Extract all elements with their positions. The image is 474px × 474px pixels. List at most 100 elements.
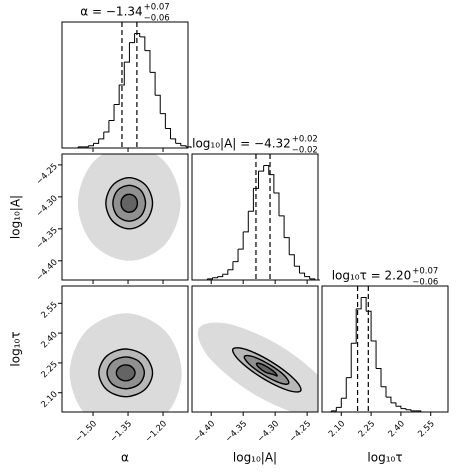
histogram-step [351,308,357,344]
y-tick-label: 2.10 [39,390,59,410]
histogram-step [253,171,260,189]
histogram-step [144,50,151,73]
histogram-step [294,265,300,274]
histogram-step [149,71,156,96]
histogram-step [103,120,110,133]
panel-content [69,313,182,412]
y-tick-label: 2.40 [39,330,59,350]
histogram-step [263,164,270,175]
contour [115,364,136,382]
histogram-step [93,138,100,144]
histogram-step [108,104,115,122]
x-tick-label: 2.25 [357,419,377,439]
panel-content [197,322,318,412]
histogram-step [299,272,306,277]
histogram-step [217,274,224,278]
panel-title-sub: −0.06 [144,14,170,24]
x-axis-label: log₁₀|A| [233,451,277,465]
histogram-step [119,62,125,86]
histogram-step [160,113,166,129]
x-tick-label: 2.10 [327,419,347,439]
x-tick-label: −1.35 [109,419,135,445]
histogram-step [289,254,295,267]
panel-title: log₁₀τ = 2.20 [332,269,412,283]
panel-title-sub: −0.06 [412,278,438,288]
contour [120,193,139,213]
x-tick-label: −4.30 [256,419,282,445]
contour [255,362,278,377]
histogram-step [405,409,412,411]
histogram-step [165,128,171,139]
histogram-step [155,94,161,114]
histogram-step [98,131,105,140]
histogram-step [83,145,89,148]
x-tick-label: −4.35 [224,419,250,445]
histogram-step [304,276,311,279]
y-tick-label: −4.30 [34,194,60,220]
histogram-step [400,408,407,410]
y-tick-label: −4.35 [34,226,60,252]
histogram-step [371,340,377,369]
x-tick-label: −4.40 [192,419,218,445]
histogram-step [88,143,94,147]
x-tick-label: 2.40 [387,419,407,439]
panel-title-sup: +0.07 [144,3,170,13]
histogram-step [284,237,290,255]
histogram-step [170,138,177,144]
histogram-step [134,32,141,37]
histogram-step [395,405,402,409]
y-tick-label: −4.40 [34,258,60,284]
x-tick-label: −1.20 [144,419,170,445]
panel-title-sub: −0.02 [292,146,318,156]
histogram-step [273,192,280,216]
y-axis-label: log₁₀|A| [9,195,23,239]
y-tick-label: 2.25 [39,360,59,380]
panel-title-sup: +0.02 [292,135,318,145]
histogram-step [258,165,265,172]
histogram-step [341,377,347,399]
histogram-step [336,398,342,408]
histogram-step [222,269,229,275]
x-tick-label: −4.25 [288,419,314,445]
panel-frame [61,285,189,413]
histogram-step [124,42,130,63]
histogram-step [243,211,249,233]
panel-frame [61,21,189,149]
histogram-step [238,231,244,250]
panel-frame [321,285,449,413]
panel-title: log₁₀|A| = −4.32 [192,137,291,151]
histogram-step [129,33,136,44]
histogram-step [346,343,352,379]
panel-frame [191,285,319,413]
x-axis-label: α [121,451,129,465]
histogram-step [390,402,397,407]
panel-title: α = −1.34 [80,5,142,19]
histogram-step [356,297,362,310]
x-tick-label: 2.55 [416,419,436,439]
histogram-step [227,261,234,271]
histogram-step [180,145,187,147]
histogram-step [361,296,367,312]
panel-frame [61,153,189,281]
histogram-step [385,396,392,403]
histogram-step [278,215,285,238]
histogram-step [331,407,337,412]
histogram-step [232,249,239,263]
panel-frame [191,153,319,281]
histogram-step [212,276,219,279]
y-tick-label: 2.55 [39,300,59,320]
x-tick-label: −1.50 [74,419,100,445]
panel-content [77,154,181,261]
histogram-step [207,277,213,280]
histogram-step [381,386,387,398]
histogram-step [248,188,254,212]
histogram-step [114,85,120,105]
y-axis-label: log₁₀τ [9,331,23,366]
histogram-step [376,367,382,387]
y-tick-label: −4.25 [34,162,60,188]
histogram-step [175,142,182,146]
panel-title-sup: +0.07 [412,267,438,277]
x-axis-label: log₁₀τ [367,451,402,465]
histogram-step [139,36,146,51]
